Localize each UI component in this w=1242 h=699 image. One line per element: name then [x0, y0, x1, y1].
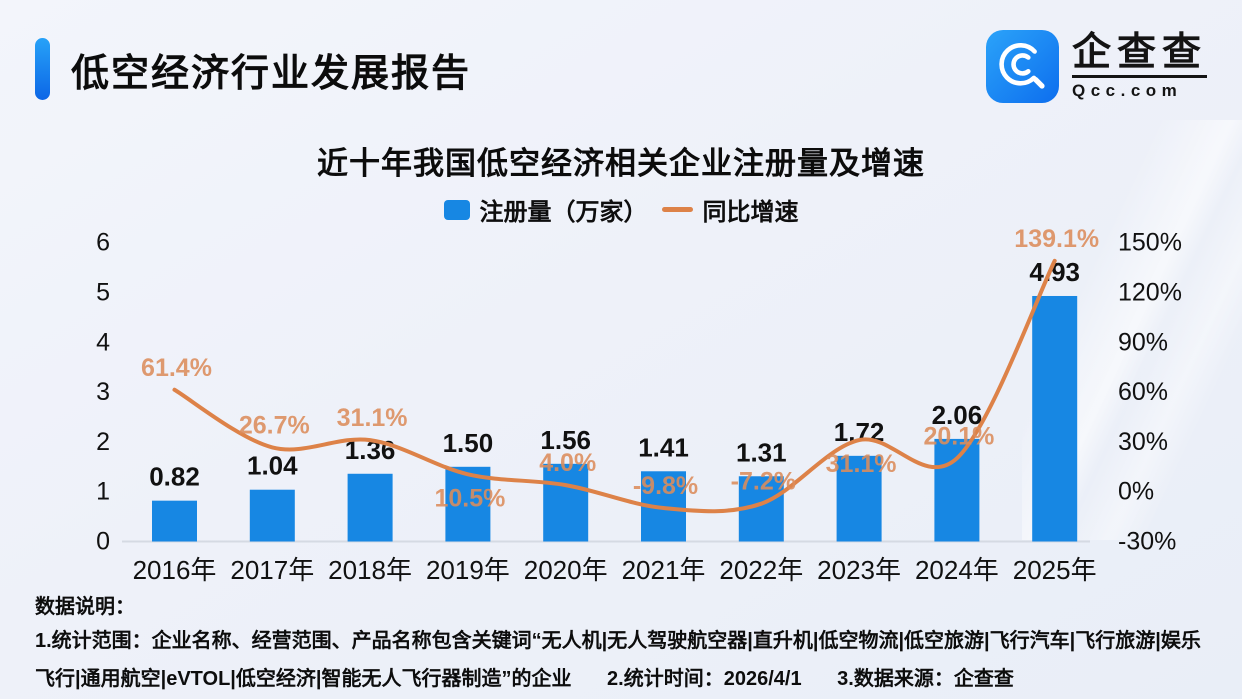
- registration-bar: [347, 473, 393, 542]
- growth-value-label: -7.2%: [731, 468, 796, 496]
- growth-value-label: 26.7%: [239, 411, 310, 439]
- right-axis-tick: 30%: [1118, 428, 1168, 456]
- left-axis-tick: 0: [96, 528, 110, 556]
- legend-item-registrations: 注册量（万家）: [443, 192, 648, 227]
- note-data-source: 3.数据来源：企查查: [837, 668, 1014, 690]
- left-axis-tick: 6: [96, 229, 110, 257]
- bar-series-swatch-icon: [443, 199, 470, 220]
- qcc-logo: 企查查 Qcc.com: [985, 30, 1207, 103]
- x-axis-label: 2017年: [230, 555, 314, 585]
- right-axis-tick: 0%: [1118, 478, 1154, 506]
- growth-value-label: 4.0%: [539, 449, 596, 477]
- data-notes-heading: 数据说明：: [35, 596, 135, 618]
- chart-legend: 注册量（万家） 同比增速: [0, 192, 1242, 227]
- note-statistic-scope: 1.统计范围：企业名称、经营范围、产品名称包含关键词“无人机|无人驾驶航空器|直…: [35, 630, 1201, 690]
- registration-bar: [445, 466, 491, 542]
- x-axis-label: 2025年: [1013, 555, 1097, 585]
- right-axis-tick: 150%: [1118, 229, 1182, 257]
- bar-value-label: 1.56: [540, 425, 591, 455]
- x-axis-label: 2018年: [328, 555, 412, 585]
- legend-label-registrations: 注册量（万家）: [479, 199, 648, 226]
- qcc-logo-icon: [985, 30, 1059, 103]
- bar-value-label: 1.31: [736, 437, 787, 467]
- growth-value-label: -9.8%: [633, 472, 698, 500]
- x-axis-label: 2021年: [622, 555, 706, 585]
- bar-value-label: 1.04: [247, 451, 298, 481]
- report-header: 低空经济行业发展报告 企查查 Qcc.com: [35, 30, 1207, 110]
- registration-bar: [934, 438, 980, 542]
- registration-bar: [836, 455, 882, 542]
- bar-value-label: 1.41: [638, 432, 689, 462]
- note-statistic-time: 2.统计时间：2026/4/1: [607, 668, 802, 690]
- x-axis-label: 2020年: [524, 555, 608, 585]
- qcc-logo-text: 企查查 Qcc.com: [1071, 30, 1207, 101]
- growth-value-label: 31.1%: [826, 450, 897, 478]
- growth-value-label: 31.1%: [337, 404, 408, 432]
- growth-value-label: 10.5%: [434, 484, 505, 512]
- registration-bar: [1032, 295, 1078, 542]
- legend-item-growth: 同比增速: [661, 192, 799, 227]
- bar-value-label: 2.06: [932, 400, 983, 430]
- left-axis-tick: 3: [96, 378, 110, 406]
- right-axis-tick: 60%: [1118, 378, 1168, 406]
- growth-value-label: 61.4%: [141, 354, 212, 382]
- chart-title: 近十年我国低空经济相关企业注册量及增速: [317, 146, 925, 181]
- registration-bar: [249, 489, 295, 542]
- right-axis-tick: -30%: [1118, 528, 1176, 556]
- growth-value-label: 20.1%: [923, 422, 994, 450]
- qcc-logo-name-cn: 企查查: [1071, 30, 1207, 74]
- x-axis-label: 2024年: [915, 555, 999, 585]
- left-axis-tick: 1: [96, 478, 110, 506]
- x-axis-label: 2022年: [719, 555, 803, 585]
- bar-value-label: 1.50: [443, 428, 494, 458]
- growth-value-label: 139.1%: [1014, 225, 1099, 253]
- left-axis-tick: 4: [96, 328, 110, 356]
- left-axis-tick: 2: [96, 428, 110, 456]
- qcc-logo-name-en: Qcc.com: [1071, 80, 1183, 100]
- legend-label-growth: 同比增速: [702, 199, 799, 226]
- x-axis-label: 2019年: [426, 555, 510, 585]
- left-axis-tick: 5: [96, 279, 110, 307]
- data-notes-body: 1.统计范围：企业名称、经营范围、产品名称包含关键词“无人机|无人驾驶航空器|直…: [35, 622, 1215, 698]
- registration-bar: [152, 500, 197, 542]
- growth-line: [172, 258, 1057, 514]
- page-title: 低空经济行业发展报告: [71, 53, 472, 95]
- x-axis-label: 2016年: [133, 555, 217, 585]
- qcc-logo-divider: [1071, 74, 1207, 78]
- x-axis-label: 2023年: [817, 555, 901, 585]
- right-axis-tick: 120%: [1118, 279, 1182, 307]
- right-axis-tick: 90%: [1118, 328, 1168, 356]
- registration-bar: [543, 463, 589, 542]
- data-notes: 数据说明： 1.统计范围：企业名称、经营范围、产品名称包含关键词“无人机|无人驾…: [35, 592, 1215, 698]
- title-accent-bar: [35, 38, 50, 100]
- line-series-swatch-icon: [661, 207, 693, 212]
- bar-value-label: 0.82: [149, 462, 200, 492]
